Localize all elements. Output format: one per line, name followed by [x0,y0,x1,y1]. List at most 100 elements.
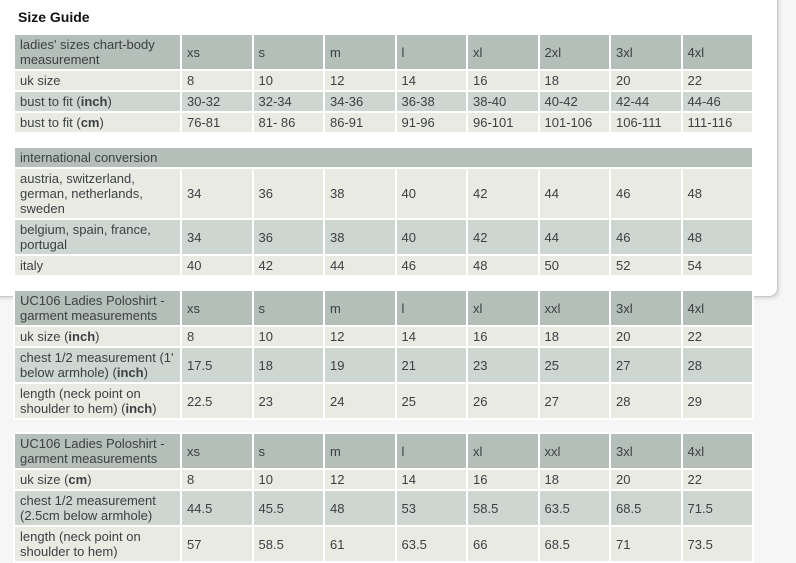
cell-value: 40-42 [539,92,609,111]
table-header-row: UC106 Ladies Poloshirt - garment measure… [15,291,752,325]
column-header: 4xl [682,434,752,468]
cell-value: 18 [253,348,323,382]
cell-value: 21 [396,348,466,382]
cell-value: 45.5 [253,491,323,525]
column-header: 4xl [682,291,752,325]
row-label-text: austria, switzerland, german, netherland… [20,171,143,216]
row-label-text: bust to fit ( [20,115,81,130]
cell-value: 61 [325,527,395,561]
table-header-row: ladies' sizes chart-body measurement xs s m… [15,35,752,69]
cell-value: 48 [682,169,752,218]
row-label-text: uk size [20,73,61,88]
cell-value: 58.5 [253,527,323,561]
cell-value: 20 [611,470,681,489]
table-ladies-sizes-body-measurement: ladies' sizes chart-body measurement xs s m… [13,33,754,134]
row-label: uk size [15,71,180,90]
row-label-text: uk size ( [20,329,69,344]
row-label-emphasis: inch [68,329,96,344]
row-label-emphasis: inch [125,401,153,416]
cell-value: 63.5 [539,491,609,525]
column-header: xs [182,35,252,69]
cell-value: 50 [539,256,609,275]
column-header: l [396,35,466,69]
row-label: length (neck point on shoulder to hem) (… [15,384,180,418]
cell-value: 10 [253,470,323,489]
cell-value: 8 [182,327,252,346]
cell-value: 48 [325,491,395,525]
cell-value: 96-101 [468,113,538,132]
cell-value: 8 [182,470,252,489]
column-header: xxl [539,434,609,468]
column-header: l [396,434,466,468]
cell-value: 29 [682,384,752,418]
cell-value: 48 [682,220,752,254]
cell-value: 111-116 [682,113,752,132]
cell-value: 42 [468,220,538,254]
cell-value: 18 [539,327,609,346]
cell-value: 22 [682,470,752,489]
cell-value: 36 [253,220,323,254]
cell-value: 42 [468,169,538,218]
cell-value: 81- 86 [253,113,323,132]
row-label: chest 1/2 measurement (1' below armhole)… [15,348,180,382]
row-label-text: ) [99,115,104,130]
table-row: bust to fit (inch) 30-32 32-34 34-36 36-38 38… [15,92,752,111]
column-header: xs [182,291,252,325]
cell-value: 32-34 [253,92,323,111]
table-row: uk size 8 10 12 14 16 18 20 22 [15,71,752,90]
cell-value: 58.5 [468,491,538,525]
table-header-row: international conversion [15,148,752,167]
cell-value: 44 [325,256,395,275]
cell-value: 12 [325,470,395,489]
column-header: s [253,291,323,325]
cell-value: 19 [325,348,395,382]
cell-value: 68.5 [539,527,609,561]
cell-value: 27 [611,348,681,382]
column-header: xl [468,35,538,69]
table-uc106-garment-measurements-inch: UC106 Ladies Poloshirt - garment measure… [13,289,754,420]
cell-value: 106-111 [611,113,681,132]
table-row: chest 1/2 measurement (1' below armhole)… [15,348,752,382]
cell-value: 44.5 [182,491,252,525]
row-label: bust to fit (cm) [15,113,180,132]
cell-value: 16 [468,71,538,90]
column-header: xxl [539,291,609,325]
cell-value: 16 [468,470,538,489]
table-row: belgium, spain, france, portugal 34 36 38 40… [15,220,752,254]
cell-value: 24 [325,384,395,418]
cell-value: 54 [682,256,752,275]
table-uc106-garment-measurements-cm: UC106 Ladies Poloshirt - garment measure… [13,432,754,563]
cell-value: 12 [325,327,395,346]
cell-value: 46 [396,256,466,275]
column-header: xl [468,434,538,468]
cell-value: 40 [182,256,252,275]
column-header: 3xl [611,291,681,325]
cell-value: 14 [396,327,466,346]
cell-value: 23 [468,348,538,382]
row-label: length (neck point on shoulder to hem) [15,527,180,561]
cell-value: 44 [539,169,609,218]
cell-value: 22 [682,327,752,346]
table-row: italy 40 42 44 46 48 50 52 54 [15,256,752,275]
cell-value: 66 [468,527,538,561]
column-header: m [325,291,395,325]
table-row: uk size (cm) 8 10 12 14 16 18 20 22 [15,470,752,489]
table-row: uk size (inch) 8 10 12 14 16 18 20 22 [15,327,752,346]
cell-value: 27 [539,384,609,418]
cell-value: 10 [253,71,323,90]
cell-value: 68.5 [611,491,681,525]
row-label-emphasis: inch [116,365,144,380]
row-label-text: bust to fit ( [20,94,81,109]
row-label-text: length (neck point on shoulder to hem) [20,529,141,559]
cell-value: 34-36 [325,92,395,111]
row-label-text: chest 1/2 measurement (2.5cm below armho… [20,493,156,523]
table-row: bust to fit (cm) 76-81 81- 86 86-91 91-96 96-… [15,113,752,132]
cell-value: 25 [396,384,466,418]
cell-value: 34 [182,220,252,254]
table-header-label: international conversion [15,148,752,167]
cell-value: 44 [539,220,609,254]
column-header: 4xl [682,35,752,69]
row-label: italy [15,256,180,275]
cell-value: 46 [611,220,681,254]
